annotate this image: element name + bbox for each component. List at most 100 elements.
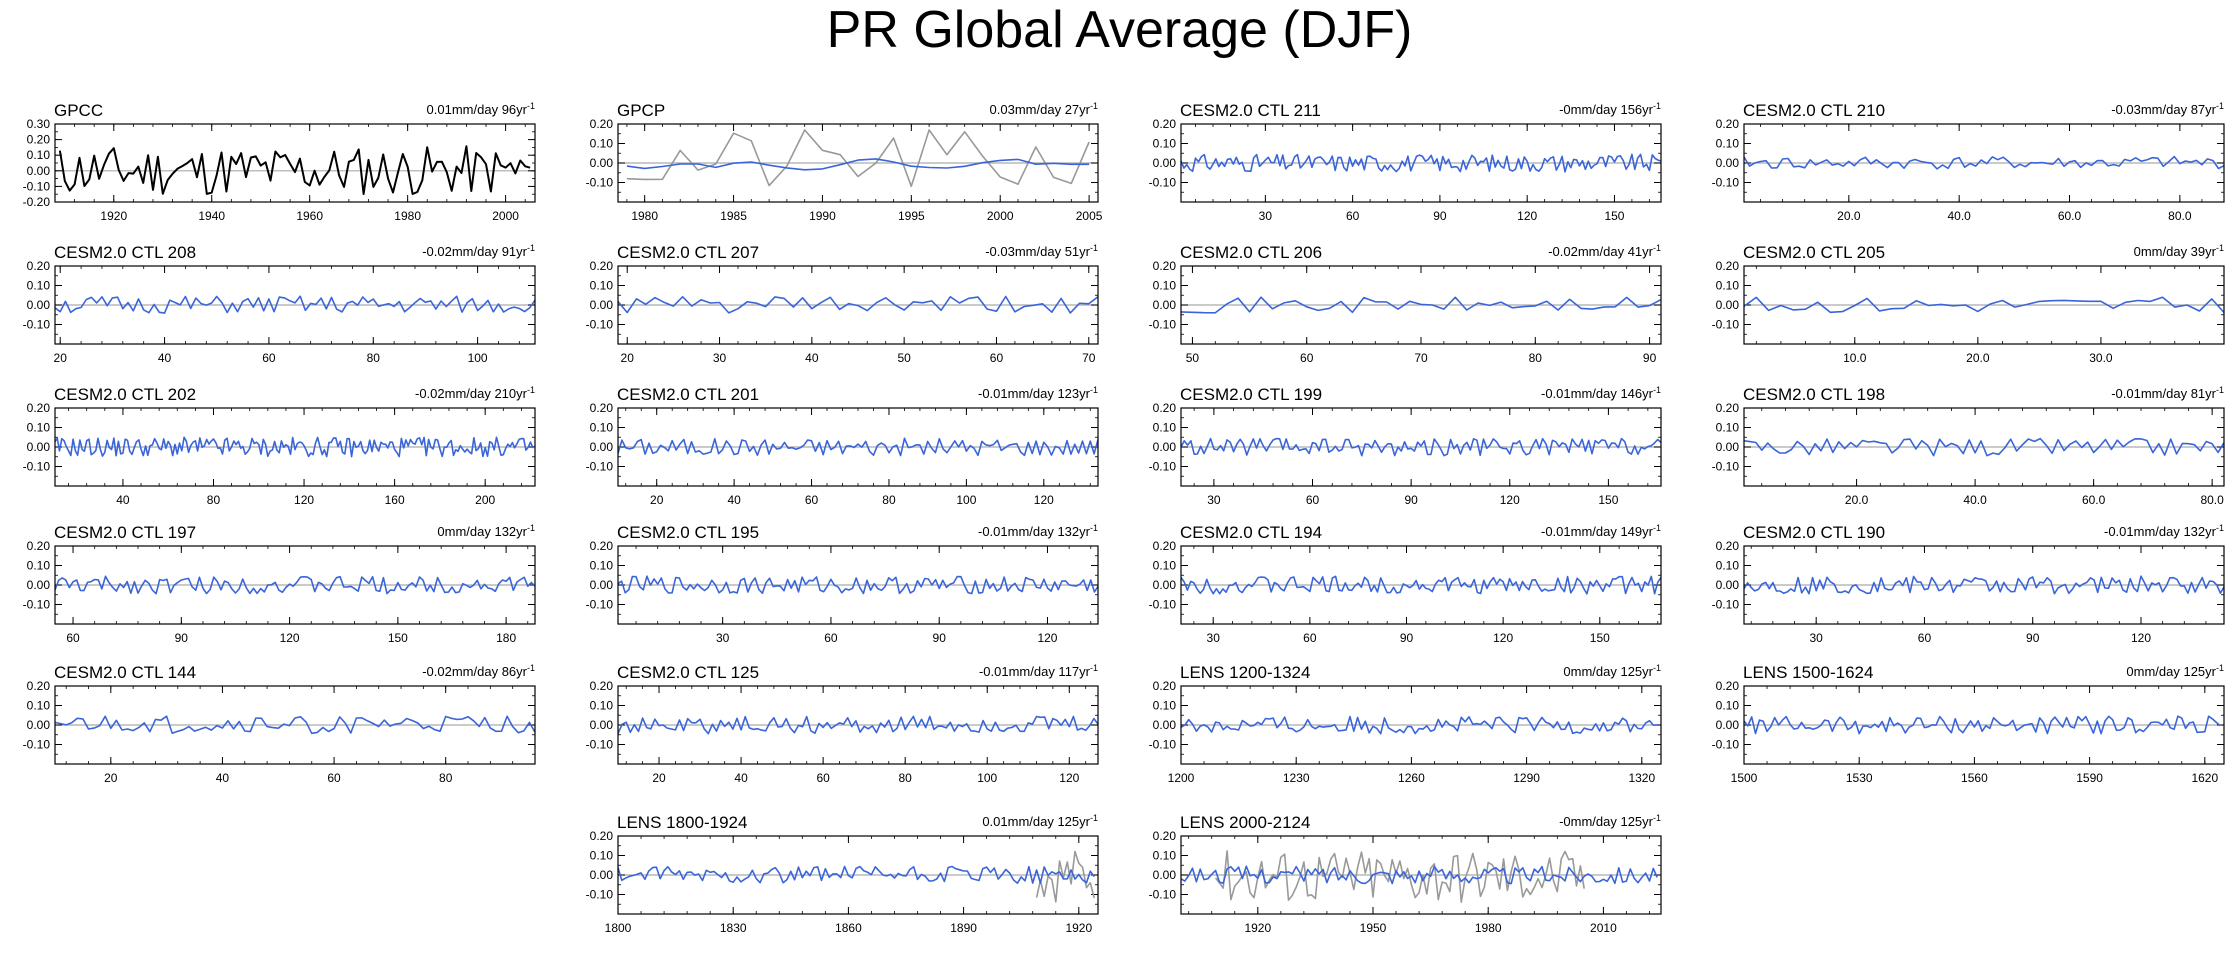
x-tick-label: 90 xyxy=(1400,631,1414,645)
x-tick-label: 20 xyxy=(104,771,118,785)
panel-title: CESM2.0 CTL 211 xyxy=(1180,101,1321,120)
panel-title: CESM2.0 CTL 202 xyxy=(54,385,196,404)
series-model xyxy=(617,575,1099,595)
series-obs_gray xyxy=(626,129,1090,188)
y-tick-label: 0.00 xyxy=(27,440,51,454)
y-tick-label: 0.00 xyxy=(590,440,614,454)
x-tick-label: 160 xyxy=(385,493,405,507)
y-tick-label: -0.10 xyxy=(1712,598,1740,612)
y-tick-label: 0.00 xyxy=(590,868,614,882)
plot-frame xyxy=(1180,835,1662,915)
x-tick-label: 1560 xyxy=(1961,771,1988,785)
x-tick-label: 70 xyxy=(1414,351,1428,365)
x-tick-label: 1290 xyxy=(1513,771,1540,785)
y-tick-label: -0.10 xyxy=(23,318,51,332)
x-tick-label: 100 xyxy=(468,351,488,365)
plot-frame xyxy=(1743,265,2225,345)
x-tick-label: 1980 xyxy=(1475,921,1502,935)
x-tick-label: 2000 xyxy=(987,209,1014,223)
y-tick-label: 0.00 xyxy=(27,298,51,312)
plot-frame xyxy=(54,685,536,765)
y-tick-label: 0.00 xyxy=(1716,440,1740,454)
plot-frame xyxy=(617,685,1099,765)
y-tick-label: 0.20 xyxy=(27,259,51,273)
y-tick-label: 0.10 xyxy=(1716,559,1740,573)
panel-trend: -0.02mm/day 41yr-1 xyxy=(1548,243,1661,259)
x-tick-label: 60 xyxy=(1300,351,1314,365)
panel-19: LENS 1200-1324 0mm/day 125yr-1 0.20 0.10 0.0… xyxy=(1149,663,1662,785)
panel-trend: -0.01mm/day 146yr-1 xyxy=(1541,385,1661,401)
x-tick-label: 1620 xyxy=(2191,771,2218,785)
x-tick-label: 80.0 xyxy=(2200,493,2224,507)
panel-title: LENS 1500-1624 xyxy=(1743,663,1873,682)
x-tick-label: 50 xyxy=(1186,351,1200,365)
x-tick-label: 1830 xyxy=(720,921,747,935)
x-tick-label: 200 xyxy=(475,493,495,507)
x-tick-label: 30 xyxy=(716,631,730,645)
panel-title: CESM2.0 CTL 201 xyxy=(617,385,759,404)
panel-12: CESM2.0 CTL 198 -0.01mm/day 81yr-1 0.20 0.1… xyxy=(1712,385,2225,507)
x-tick-label: 40 xyxy=(116,493,130,507)
y-tick-label: 0.00 xyxy=(1716,156,1740,170)
y-tick-label: 0.10 xyxy=(590,279,614,293)
plot-frame xyxy=(1743,407,2225,487)
panel-6: CESM2.0 CTL 207 -0.03mm/day 51yr-1 0.20 0.1… xyxy=(586,243,1099,365)
y-tick-label: 0.10 xyxy=(1716,137,1740,151)
plot-frame xyxy=(1180,545,1662,625)
y-tick-label: 0.00 xyxy=(27,164,51,178)
x-tick-label: 120 xyxy=(1517,209,1537,223)
x-tick-label: 60 xyxy=(1346,209,1360,223)
x-tick-label: 90 xyxy=(933,631,947,645)
y-tick-label: -0.10 xyxy=(1712,176,1740,190)
x-tick-label: 150 xyxy=(1604,209,1624,223)
y-tick-label: 0.20 xyxy=(590,679,614,693)
x-tick-label: 20 xyxy=(650,493,664,507)
panel-title: CESM2.0 CTL 199 xyxy=(1180,385,1322,404)
plot-frame xyxy=(1743,545,2225,625)
x-tick-label: 60 xyxy=(66,631,80,645)
x-tick-label: 120 xyxy=(1500,493,1520,507)
x-tick-label: 100 xyxy=(977,771,997,785)
y-tick-label: 0.10 xyxy=(1716,421,1740,435)
x-tick-label: 60.0 xyxy=(2058,209,2082,223)
x-tick-label: 90 xyxy=(1404,493,1418,507)
y-tick-label: 0.20 xyxy=(1716,259,1740,273)
y-tick-label: -0.10 xyxy=(1712,460,1740,474)
y-tick-label: -0.10 xyxy=(586,888,614,902)
x-tick-label: 20 xyxy=(54,351,68,365)
panel-21: LENS 1800-1924 0.01mm/day 125yr-1 0.20 0.10… xyxy=(586,813,1099,935)
x-tick-label: 1940 xyxy=(198,209,225,223)
panel-7: CESM2.0 CTL 206 -0.02mm/day 41yr-1 0.20 0.1… xyxy=(1149,243,1662,365)
panel-title: CESM2.0 CTL 144 xyxy=(54,663,196,682)
y-tick-label: 0.10 xyxy=(27,279,51,293)
y-tick-label: 0.00 xyxy=(590,298,614,312)
x-tick-label: 120 xyxy=(1034,493,1054,507)
y-tick-label: 0.20 xyxy=(1716,401,1740,415)
x-tick-label: 180 xyxy=(496,631,516,645)
x-tick-label: 40 xyxy=(734,771,748,785)
y-tick-label: 0.20 xyxy=(1153,117,1177,131)
x-tick-label: 1920 xyxy=(100,209,127,223)
y-tick-label: 0.20 xyxy=(1153,829,1177,843)
x-tick-label: 30 xyxy=(1810,631,1824,645)
panel-13: CESM2.0 CTL 197 0mm/day 132yr-1 0.20 0.10 0.… xyxy=(23,523,536,645)
series-model xyxy=(54,715,536,735)
series-model xyxy=(1180,715,1658,735)
y-tick-label: -0.10 xyxy=(586,176,614,190)
y-tick-label: 0.10 xyxy=(590,559,614,573)
x-tick-label: 1960 xyxy=(296,209,323,223)
x-tick-label: 40.0 xyxy=(1947,209,1971,223)
panel-18: CESM2.0 CTL 125 -0.01mm/day 117yr-1 0.20 0.… xyxy=(586,663,1099,785)
y-tick-label: -0.10 xyxy=(23,738,51,752)
series-obs xyxy=(58,145,531,195)
plot-frame xyxy=(54,123,536,203)
series-model xyxy=(1180,865,1658,885)
y-tick-label: 0.00 xyxy=(1153,868,1177,882)
x-tick-label: 90 xyxy=(1433,209,1447,223)
y-tick-label: 0.00 xyxy=(590,718,614,732)
panel-trend: -0.01mm/day 81yr-1 xyxy=(2111,385,2224,401)
x-tick-label: 120 xyxy=(1493,631,1513,645)
y-tick-label: 0.00 xyxy=(1153,156,1177,170)
series-model xyxy=(1743,437,2225,457)
x-tick-label: 1200 xyxy=(1168,771,1195,785)
